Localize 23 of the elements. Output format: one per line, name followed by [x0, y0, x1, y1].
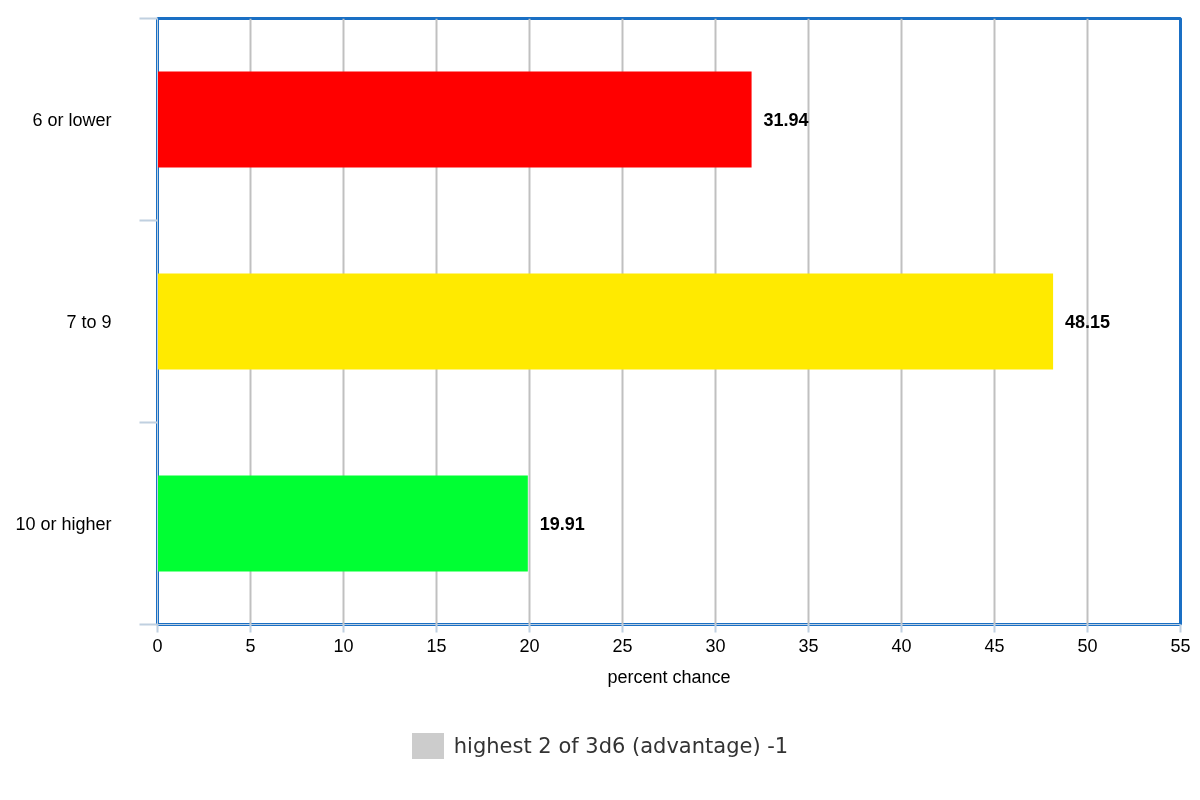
y-tick-label: 7 to 9 [66, 311, 112, 332]
x-tick-label: 40 [891, 635, 912, 656]
data-label: 19.91 [539, 514, 585, 534]
y-tick-label: 10 or higher [15, 513, 112, 534]
data-label: 31.94 [763, 110, 809, 130]
bar [157, 71, 752, 168]
bar [157, 475, 528, 572]
x-tick-label: 20 [519, 635, 540, 656]
data-label: 48.15 [1065, 312, 1111, 332]
x-tick-label: 35 [798, 635, 819, 656]
x-tick-label: 55 [1170, 635, 1191, 656]
x-tick-label: 50 [1077, 635, 1098, 656]
bar [157, 273, 1054, 370]
x-tick-label: 0 [152, 635, 163, 656]
x-axis-title: percent chance [607, 666, 731, 687]
x-tick-label: 25 [612, 635, 633, 656]
x-tick-label: 15 [426, 635, 447, 656]
x-tick-label: 30 [705, 635, 726, 656]
x-tick-label: 5 [245, 635, 256, 656]
x-tick-label: 10 [333, 635, 354, 656]
legend-label: highest 2 of 3d6 (advantage) -1 [453, 734, 789, 758]
x-tick-label: 45 [984, 635, 1005, 656]
y-tick-label: 6 or lower [32, 109, 112, 130]
